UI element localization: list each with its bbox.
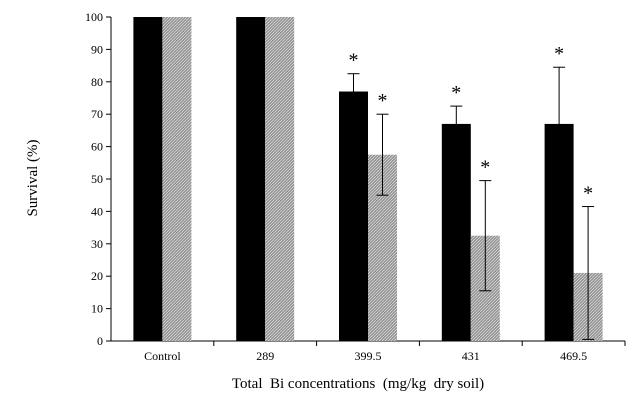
y-tick-label: 50 bbox=[91, 172, 103, 186]
y-tick-label: 60 bbox=[91, 140, 103, 154]
x-tick-label: 469.5 bbox=[560, 349, 587, 363]
x-tick-label: 399.5 bbox=[355, 349, 382, 363]
y-tick-label: 10 bbox=[91, 302, 103, 316]
y-tick-label: 70 bbox=[91, 107, 103, 121]
x-tick-label: Control bbox=[144, 349, 181, 363]
y-tick-label: 90 bbox=[91, 42, 103, 56]
significance-asterisk: * bbox=[480, 157, 490, 179]
bar-series-1 bbox=[339, 91, 368, 342]
y-axis-title: Survival (%) bbox=[25, 139, 41, 216]
y-tick-label: 30 bbox=[91, 237, 103, 251]
x-axis-title: Total Bi concentrations (mg/kg dry soil) bbox=[232, 376, 484, 392]
y-tick-label: 0 bbox=[97, 334, 103, 348]
x-tick-label: 431 bbox=[462, 349, 480, 363]
bar-series-1 bbox=[236, 17, 266, 341]
bar-series-2 bbox=[265, 17, 295, 341]
significance-asterisk: * bbox=[583, 183, 593, 205]
significance-asterisk: * bbox=[554, 43, 564, 65]
y-tick-label: 80 bbox=[91, 75, 103, 89]
bar-series-1 bbox=[133, 17, 163, 341]
bar-series-2 bbox=[162, 17, 192, 341]
y-tick-label: 40 bbox=[91, 204, 103, 218]
y-tick-label: 100 bbox=[85, 10, 103, 24]
significance-asterisk: * bbox=[349, 50, 359, 72]
plot-area: 0 10 20 30 40 50 60 70 80 90 100 Control 289 399.5 * * 4… bbox=[85, 10, 626, 363]
significance-asterisk: * bbox=[451, 82, 461, 104]
x-tick-label: 289 bbox=[256, 349, 274, 363]
bar-series-1 bbox=[441, 123, 471, 341]
significance-asterisk: * bbox=[378, 90, 388, 112]
y-tick-label: 20 bbox=[91, 269, 103, 283]
